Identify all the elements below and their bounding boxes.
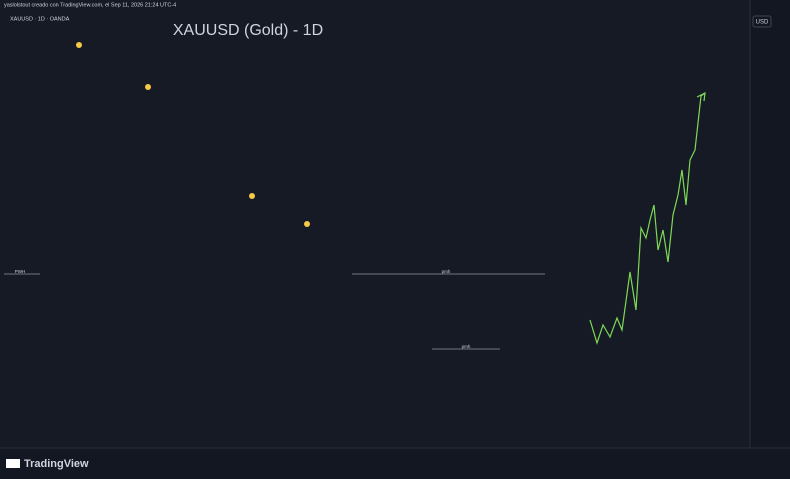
currency: USD [756, 20, 769, 26]
currency-box [752, 15, 772, 28]
projection-arrow [696, 91, 706, 102]
bulb-icon [304, 221, 310, 227]
annotation: PWH [15, 269, 26, 274]
brand-logo [6, 459, 20, 468]
credit: yaslolstout creado con TradingView.com, … [4, 2, 176, 8]
annotation: pmh [442, 269, 451, 274]
chart-title: XAUUSD (Gold) - 1D [173, 22, 323, 39]
chart-pane [0, 0, 750, 448]
symbol: XAUUSD · 1D · OANDA [10, 16, 70, 22]
brand: TradingView [6, 458, 89, 470]
bulb-icon [145, 84, 151, 90]
annotation: pmh [462, 344, 471, 349]
bulb-icon [76, 42, 82, 48]
bulb-icon [249, 193, 255, 199]
markers [76, 42, 310, 227]
projection-path [589, 92, 706, 345]
brand-name: TradingView [24, 458, 89, 470]
